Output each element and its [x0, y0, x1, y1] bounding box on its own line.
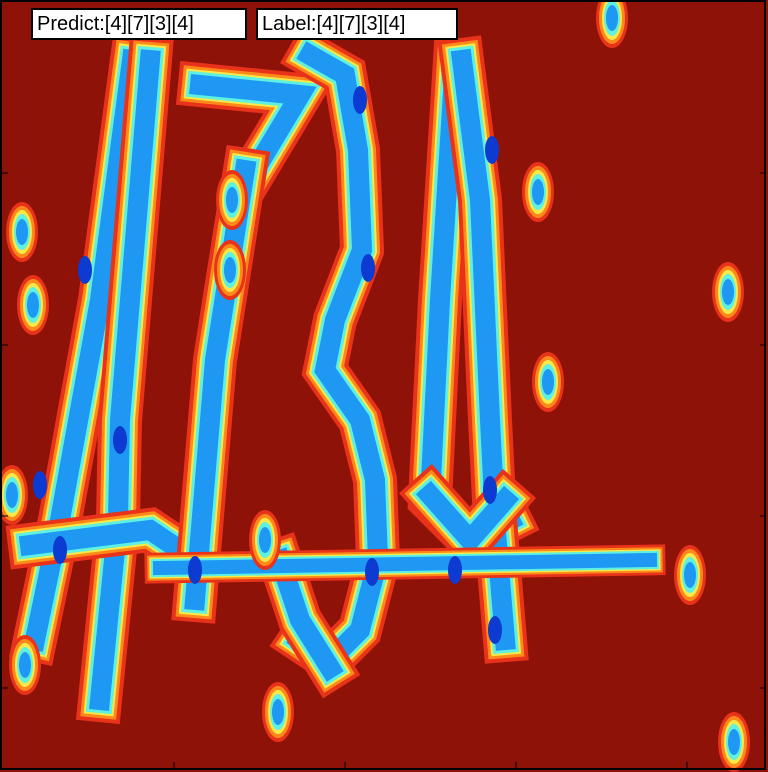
heat-core-12 [488, 616, 502, 644]
heat-core-4 [361, 254, 375, 282]
ground-truth-label: Label:[4][7][3][4] [256, 8, 458, 40]
heat-core-0 [53, 536, 67, 564]
heat-core-6 [485, 136, 499, 164]
heat-core-11 [448, 556, 462, 584]
noise-blob-0-ring-4 [16, 219, 28, 245]
heat-core-5 [353, 86, 367, 114]
heat-core-9 [365, 558, 379, 586]
noise-blob-7-ring-4 [532, 179, 544, 205]
digit-7-top-ring-4 [189, 74, 317, 184]
heat-core-10 [188, 556, 202, 584]
noise-blob-2-ring-4 [6, 482, 18, 508]
noise-blob-6-ring-4 [542, 369, 554, 395]
noise-blob-3-ring-4 [19, 652, 31, 678]
noise-blob-5-ring-4 [224, 257, 236, 283]
heat-core-1 [33, 471, 47, 499]
noise-blob-11-ring-4 [606, 5, 618, 31]
digit-3-curve-ring-4 [286, 41, 389, 673]
noise-blob-13-ring-4 [259, 527, 271, 553]
digit-4-right-join-ring-4 [415, 480, 520, 556]
noise-blob-8-ring-4 [722, 279, 734, 305]
digit-4-left-stem-ring-4 [89, 49, 161, 711]
noise-blob-10-ring-4 [272, 699, 284, 725]
heat-core-2 [113, 426, 127, 454]
noise-blob-9-ring-4 [684, 562, 696, 588]
heat-core-7 [483, 476, 497, 504]
noise-blob-4-ring-4 [226, 187, 238, 213]
digit-4-left-diagonal-ring-4 [23, 48, 144, 652]
digit-strokes [5, 0, 737, 766]
heat-core-3 [78, 256, 92, 284]
predict-label: Predict:[4][7][3][4] [31, 8, 247, 40]
bottom-bar-ring-4 [152, 552, 658, 576]
digit-7-stem-ring-4 [184, 158, 257, 611]
noise-blob-12-ring-4 [728, 729, 740, 755]
noise-blobs [0, 0, 750, 772]
noise-blob-1-ring-4 [27, 292, 39, 318]
